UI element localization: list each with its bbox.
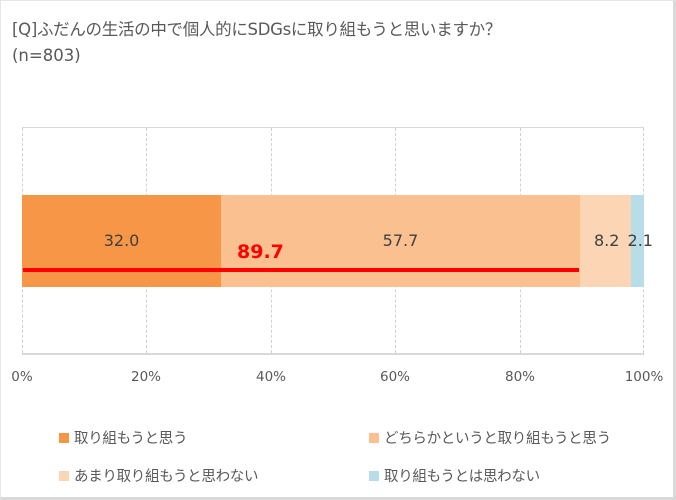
- x-tick: 100%: [624, 369, 664, 385]
- plot-area: 32.0 57.7 8.2 2.1 89.7: [22, 127, 653, 355]
- x-tick: 40%: [255, 369, 287, 385]
- legend-item: 取り組もうとは思わない: [369, 465, 540, 486]
- total-bracket-line: [23, 268, 579, 272]
- legend-label: あまり取り組もうと思わない: [74, 469, 259, 485]
- legend-label: どちらかというと取り組もうと思う: [384, 431, 611, 447]
- bar-label-1: 32.0: [103, 231, 140, 250]
- bar-segment-not-really: [579, 195, 631, 287]
- legend-item: あまり取り組もうと思わない: [59, 465, 258, 486]
- legend-swatch-icon: [369, 432, 379, 443]
- bar-label-4: 2.1: [627, 231, 653, 250]
- bar-label-2: 57.7: [382, 231, 419, 250]
- legend-label: 取り組もうとは思わない: [384, 469, 540, 485]
- x-axis: 0% 20% 40% 60% 80% 100%: [0, 369, 676, 389]
- legend-label: 取り組もうと思う: [74, 431, 188, 447]
- bar-segment-will-not-engage: [630, 195, 644, 287]
- bar-label-3: 8.2: [593, 231, 620, 250]
- x-tick: 20%: [130, 369, 162, 385]
- chart-title: [Q]ふだんの生活の中で個人的にSDGsに取り組もうと思いますか？: [12, 20, 502, 39]
- legend-item: どちらかというと取り組もうと思う: [369, 427, 611, 448]
- legend-swatch-icon: [59, 470, 69, 481]
- x-tick: 80%: [504, 369, 536, 385]
- legend-swatch-icon: [369, 470, 379, 481]
- legend-item: 取り組もうと思う: [59, 427, 187, 448]
- total-label: 89.7: [237, 241, 284, 263]
- sample-size: (n=803): [12, 46, 81, 65]
- x-tick: 0%: [11, 369, 33, 385]
- x-tick: 60%: [379, 369, 411, 385]
- stacked-bar: 32.0 57.7 8.2 2.1 89.7: [22, 195, 653, 287]
- legend-swatch-icon: [59, 432, 69, 443]
